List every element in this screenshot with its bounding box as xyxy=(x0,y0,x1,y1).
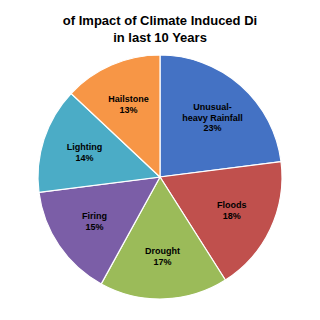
svg-text:Hailstone13%: Hailstone13% xyxy=(108,94,149,115)
html-text:of Impact of Climate Induced D: of Impact of Climate Induced Di xyxy=(62,13,258,28)
svg-text:Lighting14%: Lighting14% xyxy=(67,142,103,163)
html-text:in last 10 Years: in last 10 Years xyxy=(113,30,207,45)
svg-text:Firing15%: Firing15% xyxy=(82,211,107,232)
svg-text:Unusual-heavy Rainfall23%: Unusual-heavy Rainfall23% xyxy=(182,102,243,134)
svg-text:Floods18%: Floods18% xyxy=(217,200,247,221)
svg-text:Drought17%: Drought17% xyxy=(145,246,180,267)
